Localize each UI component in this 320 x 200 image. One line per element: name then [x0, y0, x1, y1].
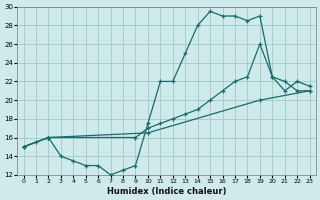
X-axis label: Humidex (Indice chaleur): Humidex (Indice chaleur) [107, 187, 226, 196]
